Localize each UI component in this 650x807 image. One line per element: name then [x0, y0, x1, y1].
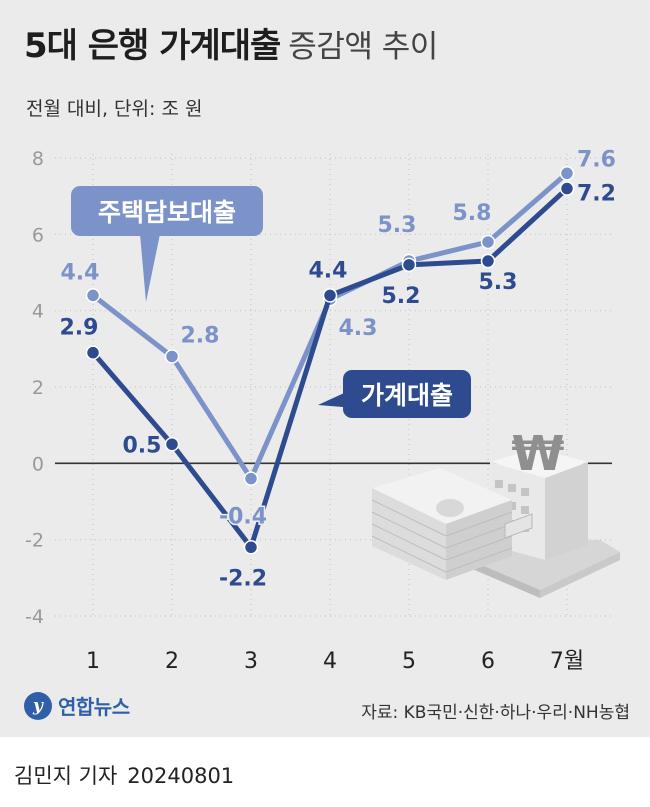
byline: 김민지 기자 20240801 — [14, 760, 234, 790]
y-tick-label: 4 — [32, 301, 44, 323]
data-point-mortgage — [243, 471, 259, 486]
data-label-mortgage: 4.4 — [61, 260, 100, 285]
data-point-mortgage — [559, 166, 575, 181]
data-label-household: -2.2 — [219, 566, 267, 591]
y-tick-label: -4 — [25, 606, 44, 628]
data-point-household — [480, 253, 496, 269]
data-point-household — [85, 345, 101, 360]
y-tick-label: 6 — [32, 224, 44, 246]
callout-box-household — [343, 370, 471, 418]
data-label-household: 2.9 — [60, 316, 99, 341]
data-point-household — [401, 257, 417, 273]
series-label-mortgage: 주택담보대출 — [98, 198, 236, 227]
data-point-household — [243, 540, 259, 555]
data-label-mortgage: 5.3 — [378, 213, 417, 238]
series-label-household: 가계대출 — [361, 381, 453, 410]
series: 4.4 2.8 -0.4 4.3 5.3 5.8 7.6 2.9 0.5 -2.2 4.4 5.2 5.… — [58, 146, 617, 593]
data-label-household: 0.5 — [123, 433, 162, 458]
data-label-mortgage: 7.6 — [577, 147, 616, 172]
y-tick-label: 2 — [32, 377, 44, 399]
x-tick-label: 6 — [481, 649, 495, 674]
title-main: 5대 은행 가계대출 — [24, 26, 281, 66]
svg-text:₩: ₩ — [512, 426, 565, 482]
data-point-household — [322, 288, 338, 303]
bank-money-illustration: ₩ — [371, 426, 620, 598]
x-tick-label: 2 — [165, 649, 179, 674]
callout-pointer-household — [318, 388, 355, 408]
reporter-name: 김민지 기자 — [14, 764, 118, 788]
publish-date: 20240801 — [127, 764, 235, 788]
data-point-mortgage — [480, 234, 496, 250]
data-label-mortgage: 4.3 — [339, 316, 378, 341]
x-tick-label: 7월 — [550, 649, 584, 674]
callout-box-mortgage — [71, 186, 263, 236]
data-label-household: 5.2 — [382, 284, 421, 309]
data-label-mortgage: 5.8 — [453, 201, 492, 226]
data-point-household — [164, 437, 180, 452]
line-chart: 8 6 4 2 0 -2 -4 1 2 3 4 5 6 7월 ₩ — [25, 146, 620, 674]
x-tick-label: 5 — [402, 649, 416, 674]
y-tick-label: 0 — [32, 453, 44, 475]
data-label-household: 5.3 — [479, 270, 518, 295]
source-note: 자료: KB국민·신한·하나·우리·NH농협 — [361, 703, 630, 723]
yonhap-logo: y 연합뉴스 — [24, 691, 130, 720]
x-tick-label: 3 — [244, 649, 258, 674]
y-tick-label: -2 — [25, 530, 44, 552]
data-label-mortgage: 2.8 — [181, 323, 220, 348]
data-label-household: 4.4 — [309, 258, 348, 283]
callout-pointer-mortgage — [140, 234, 160, 302]
data-label-household: 7.2 — [577, 182, 616, 207]
y-tick-label: 8 — [32, 148, 44, 170]
title-sub: 증감액 추이 — [288, 29, 438, 65]
logo-mark-icon: y — [24, 691, 52, 720]
data-point-mortgage — [164, 349, 180, 364]
logo-text: 연합뉴스 — [58, 695, 130, 719]
x-tick-label: 1 — [86, 649, 100, 674]
data-label-mortgage: -0.4 — [219, 505, 267, 530]
page-title: 5대 은행 가계대출 증감액 추이 — [24, 18, 438, 67]
chart-subtitle: 전월 대비, 단위: 조 원 — [26, 98, 203, 120]
data-point-household — [559, 181, 575, 196]
x-tick-label: 4 — [323, 649, 337, 674]
data-point-mortgage — [85, 288, 101, 303]
